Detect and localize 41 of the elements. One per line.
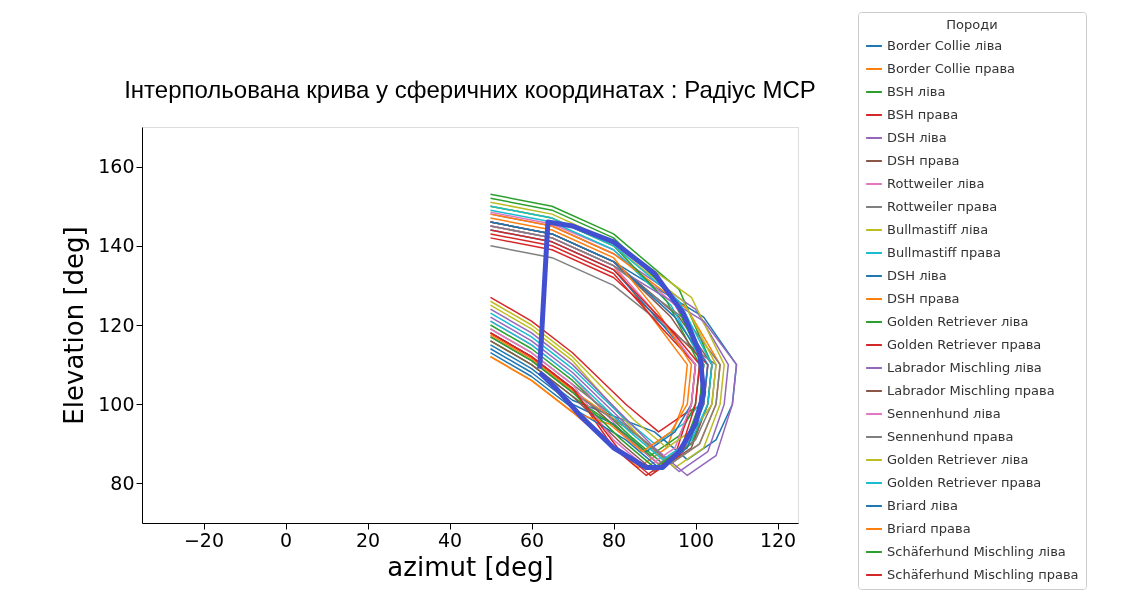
y-tick-label: 160 [98,155,135,178]
y-tick-label: 140 [98,234,135,257]
legend-label: Sennenhund ліва [887,406,1001,421]
x-tick-label: 120 [759,528,797,551]
x-axis-title: azimut [deg] [387,551,554,582]
legend-label: Briard ліва [887,498,958,513]
y-tick-label: 120 [98,313,135,336]
legend-label: Schäferhund Mischling ліва [887,544,1066,559]
legend-label: Labrador Mischling права [887,383,1055,398]
legend-label: Rottweiler права [887,199,998,214]
x-tick-label: 80 [601,528,627,551]
x-tick-label: 60 [519,528,545,551]
chart-title: Інтерпольована крива у сферичних координатах : Радіус MCP [124,76,816,103]
legend-label: Golden Retriever ліва [887,314,1029,329]
legend-label: Golden Retriever права [887,475,1042,490]
legend-label: Sennenhund права [887,429,1014,444]
legend-label: Golden Retriever права [887,337,1042,352]
legend-label: DSH ліва [887,268,947,283]
legend-label: Rottweiler ліва [887,176,985,191]
legend-label: Golden Retriever ліва [887,452,1029,467]
legend-label: Border Collie права [887,61,1016,76]
legend-label: Labrador Mischling ліва [887,360,1042,375]
legend-label: DSH ліва [887,130,947,145]
x-tick-label: −20 [183,528,225,551]
legend-label: Schäferhund Mischling права [887,567,1079,582]
legend-label: Bullmastiff ліва [887,222,989,237]
y-tick-label: 100 [98,392,135,415]
legend-label: Bullmastiff права [887,245,1001,260]
legend-label: Border Collie ліва [887,38,1003,53]
y-tick-label: 80 [110,471,135,494]
legend-label: DSH права [887,291,960,306]
legend-label: BSH права [887,107,959,122]
x-tick-label: 40 [437,528,463,551]
y-axis-title: Elevation [deg] [59,226,90,425]
x-tick-label: 20 [355,528,381,551]
x-tick-label: 100 [677,528,715,551]
legend-label: BSH ліва [887,84,946,99]
legend-title: Породи [946,17,998,32]
legend-label: Briard права [887,521,971,536]
legend-label: DSH права [887,153,960,168]
x-tick-label: 0 [279,528,293,551]
